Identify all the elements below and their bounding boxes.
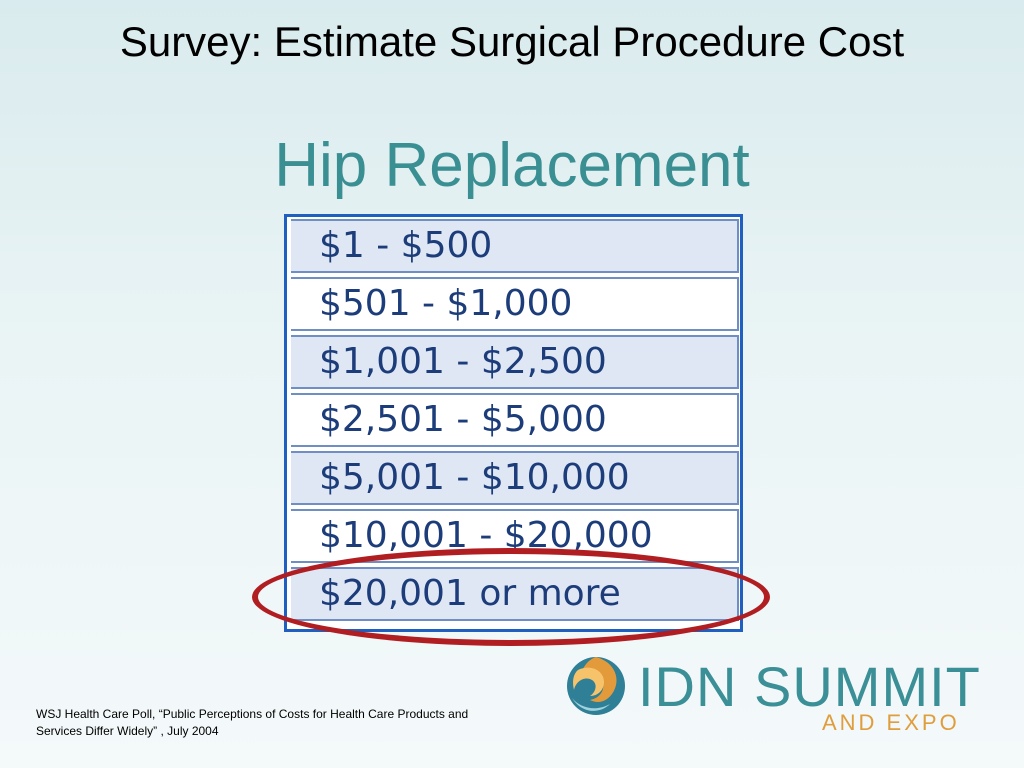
procedure-subtitle: Hip Replacement	[274, 131, 750, 200]
cost-option-row: $1 - $500	[291, 219, 739, 273]
logo-name: IDN SUMMIT	[638, 655, 981, 718]
cost-option-label: $5,001 - $10,000	[319, 457, 630, 498]
highlight-ellipse	[252, 548, 770, 646]
cost-option-label: $501 - $1,000	[319, 283, 573, 324]
cost-option-label: $2,501 - $5,000	[319, 399, 607, 440]
cost-option-label: $1,001 - $2,500	[319, 341, 607, 382]
cost-option-row: $501 - $1,000	[291, 277, 739, 331]
cost-option-label: $1 - $500	[319, 225, 493, 266]
logo-tagline: AND EXPO	[822, 710, 960, 735]
swirl-logo-icon	[567, 657, 625, 715]
slide-title: Survey: Estimate Surgical Procedure Cost	[119, 18, 905, 65]
cost-option-row: $1,001 - $2,500	[291, 335, 739, 389]
source-citation: WSJ Health Care Poll, “Public Perception…	[36, 707, 469, 738]
idn-summit-logo: IDN SUMMIT AND EXPO	[560, 652, 990, 748]
cost-option-row: $5,001 - $10,000	[291, 451, 739, 505]
cost-option-row: $2,501 - $5,000	[291, 393, 739, 447]
